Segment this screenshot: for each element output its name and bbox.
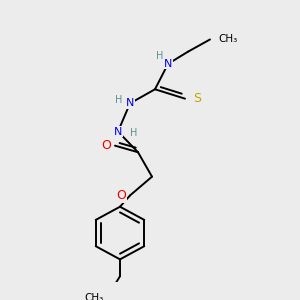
Text: H: H	[115, 94, 122, 105]
Text: N: N	[126, 98, 134, 108]
Text: CH₃: CH₃	[218, 34, 237, 44]
Text: CH₃: CH₃	[85, 293, 104, 300]
Text: O: O	[116, 189, 126, 202]
Text: N: N	[114, 127, 122, 136]
Text: CH₂: CH₂	[216, 34, 235, 44]
Text: O: O	[101, 139, 111, 152]
Text: N: N	[164, 59, 172, 69]
Text: S: S	[193, 92, 201, 105]
Text: H: H	[130, 128, 137, 138]
Text: H: H	[156, 51, 164, 62]
